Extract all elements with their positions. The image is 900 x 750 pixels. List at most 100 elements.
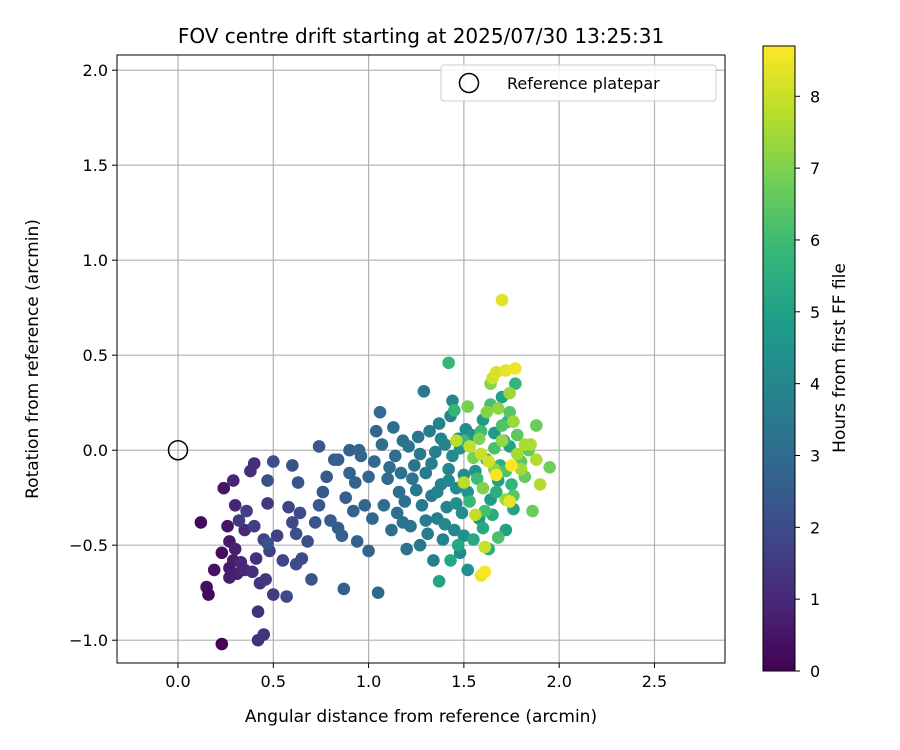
data-point [469,508,482,522]
data-point [463,440,476,453]
data-point [343,443,356,457]
data-point [221,519,234,533]
data-point [442,474,455,487]
data-point [432,417,446,430]
data-point [499,364,513,377]
data-point [369,424,383,438]
x-tick-label: 2.5 [642,672,667,691]
data-point [388,449,402,463]
data-point [398,495,412,508]
data-point [282,500,295,514]
data-point [331,453,345,467]
data-point [503,405,516,419]
data-point [449,497,463,510]
data-point [402,440,415,453]
data-point [489,485,503,499]
data-point [375,438,389,451]
data-point [289,527,303,541]
data-point [478,565,492,579]
data-point [526,504,539,518]
data-point [478,540,492,554]
y-tick-label: 0.0 [83,441,108,460]
data-point [207,563,221,577]
data-point [509,377,522,391]
legend-label-reference: Reference platepar [507,74,660,93]
data-point [457,529,471,542]
data-point [488,442,501,455]
data-point [366,512,379,525]
data-point [432,575,446,588]
x-tick-label: 2.0 [546,672,571,691]
y-axis-ticks: −1.0 −0.5 0.0 0.5 1.0 1.5 2.0 [69,61,117,650]
y-tick-label: −1.0 [69,631,108,650]
data-point [392,485,406,499]
data-point [373,405,387,419]
data-point [442,462,455,476]
data-point [291,476,305,489]
colorbar-tick-label: 7 [810,159,820,178]
data-point [461,485,474,499]
data-point [489,468,503,482]
data-point [503,495,516,508]
data-point [470,472,484,486]
x-axis-ticks: 0.0 0.5 1.0 1.5 2.0 2.5 [165,663,667,691]
colorbar-tick-label: 5 [810,303,820,322]
data-point [232,514,246,527]
data-point [510,447,524,461]
data-point [251,605,265,618]
data-point [371,586,385,599]
data-point [430,485,444,499]
colorbar-tick-label: 1 [810,590,820,609]
data-point [249,552,263,565]
data-point [478,504,492,518]
data-point [217,481,231,495]
x-tick-label: 0.0 [165,672,190,691]
data-point [343,466,356,480]
data-point [446,449,459,463]
data-point [472,432,486,446]
data-point [362,544,375,558]
data-point [476,481,490,495]
data-point [261,497,274,510]
data-point [449,434,463,448]
legend: Reference platepar [440,64,717,102]
colorbar-tick-label: 2 [810,518,820,537]
data-point [530,419,543,432]
data-point [448,404,461,417]
data-point [421,527,434,541]
data-point [286,459,299,472]
x-tick-label: 0.5 [261,672,286,691]
x-axis-label: Angular distance from reference (arcmin) [245,707,597,727]
data-point [385,523,398,537]
y-tick-label: 1.5 [83,156,108,175]
data-point [409,483,423,497]
data-point [261,537,274,550]
data-point [352,443,366,457]
data-point [442,356,455,370]
legend-box [440,64,717,102]
data-point [474,447,488,461]
data-point [266,455,280,468]
data-point [505,459,518,472]
data-point [335,529,349,542]
data-point [368,455,381,468]
data-point [312,440,326,453]
data-point [491,402,505,415]
data-point [503,386,516,400]
data-point [226,474,240,487]
data-point [480,405,494,419]
data-point [514,462,528,476]
data-point [461,563,474,577]
data-point [228,499,242,512]
data-point [507,415,520,429]
data-point [427,554,440,567]
data-point [387,421,400,434]
data-point [396,516,410,529]
colorbar: 0 1 2 3 4 5 6 7 8 Hours from first FF file [762,45,850,681]
data-point [246,565,259,579]
data-point [295,552,309,565]
data-point [293,506,307,520]
y-tick-label: 0.5 [83,346,108,365]
data-point [280,590,293,603]
data-point [266,588,280,601]
